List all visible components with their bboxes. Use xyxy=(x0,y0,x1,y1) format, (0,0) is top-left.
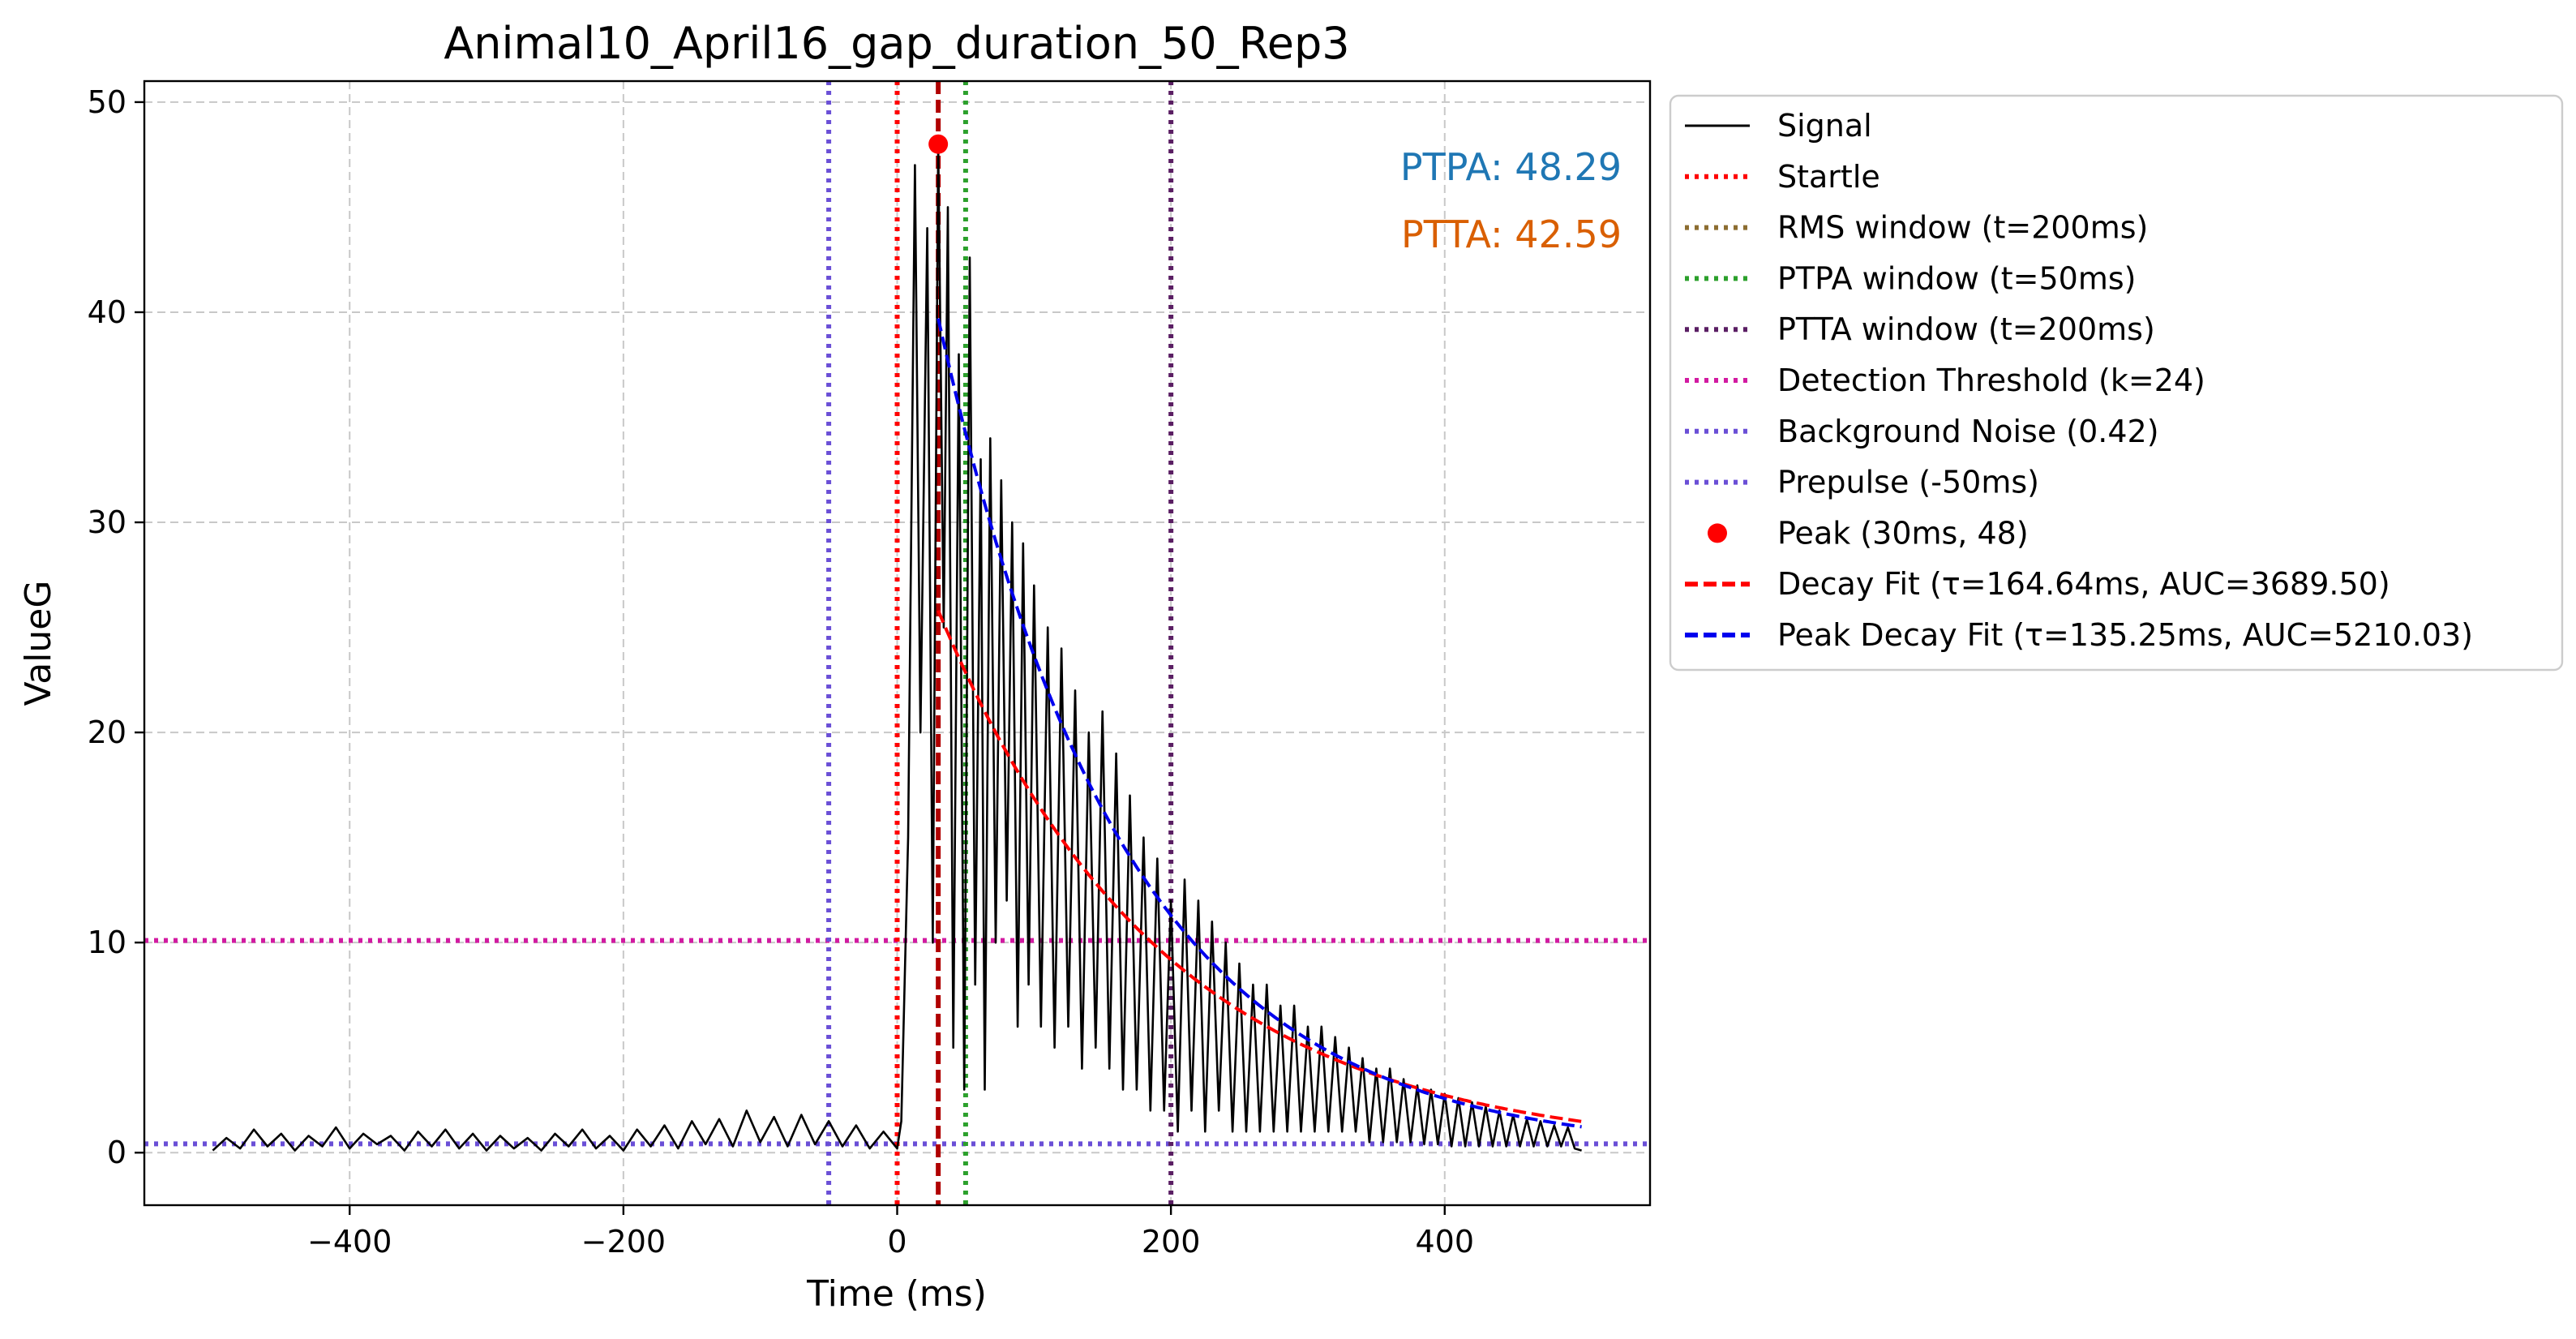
legend: Signal Startle RMS window (t=200ms) PTPA wi… xyxy=(1669,94,2564,672)
legend-label-7: Prepulse (-50ms) xyxy=(1777,465,2039,500)
legend-marker-8 xyxy=(1708,523,1727,543)
x-axis-ticks: −400 −200 0 200 400 xyxy=(307,1205,1474,1260)
legend-label-3: PTPA window (t=50ms) xyxy=(1777,260,2137,296)
x-tick-label-1: −200 xyxy=(581,1224,666,1260)
y-axis-label: ValueG xyxy=(18,581,59,706)
y-tick-label-1: 10 xyxy=(88,925,126,960)
legend-label-1: Startle xyxy=(1777,159,1880,195)
x-tick-label-2: 0 xyxy=(887,1224,907,1260)
legend-label-4: PTTA window (t=200ms) xyxy=(1777,311,2155,347)
chart-title: Animal10_April16_gap_duration_50_Rep3 xyxy=(444,18,1349,69)
y-axis-ticks: 0 10 20 30 40 50 xyxy=(88,84,144,1170)
y-tick-label-4: 40 xyxy=(88,294,126,330)
x-tick-label-3: 200 xyxy=(1142,1224,1201,1260)
x-tick-label-4: 400 xyxy=(1416,1224,1475,1260)
decay-fit-line xyxy=(937,610,1582,1123)
ptta-annotation: PTTA: 42.59 xyxy=(1401,212,1622,256)
y-tick-label-0: 0 xyxy=(107,1135,126,1170)
y-tick-label-5: 50 xyxy=(88,84,126,120)
legend-label-5: Detection Threshold (k=24) xyxy=(1777,363,2205,398)
peak-marker xyxy=(928,134,949,154)
legend-label-6: Background Noise (0.42) xyxy=(1777,414,2159,449)
ptpa-annotation: PTPA: 48.29 xyxy=(1400,145,1622,189)
y-tick-label-2: 20 xyxy=(88,715,126,750)
legend-label-0: Signal xyxy=(1777,108,1872,144)
y-tick-label-3: 30 xyxy=(88,504,126,540)
legend-box xyxy=(1669,94,2564,672)
peak-decay-fit-line xyxy=(937,318,1582,1129)
x-tick-label-0: −400 xyxy=(307,1224,392,1260)
x-axis-label: Time (ms) xyxy=(806,1273,987,1315)
signal-line xyxy=(212,143,1582,1152)
legend-label-10: Peak Decay Fit (τ=135.25ms, AUC=5210.03) xyxy=(1777,617,2473,653)
legend-label-8: Peak (30ms, 48) xyxy=(1777,515,2029,551)
legend-label-2: RMS window (t=200ms) xyxy=(1777,210,2148,246)
plot-area xyxy=(144,81,1650,1205)
legend-label-9: Decay Fit (τ=164.64ms, AUC=3689.50) xyxy=(1777,566,2390,602)
